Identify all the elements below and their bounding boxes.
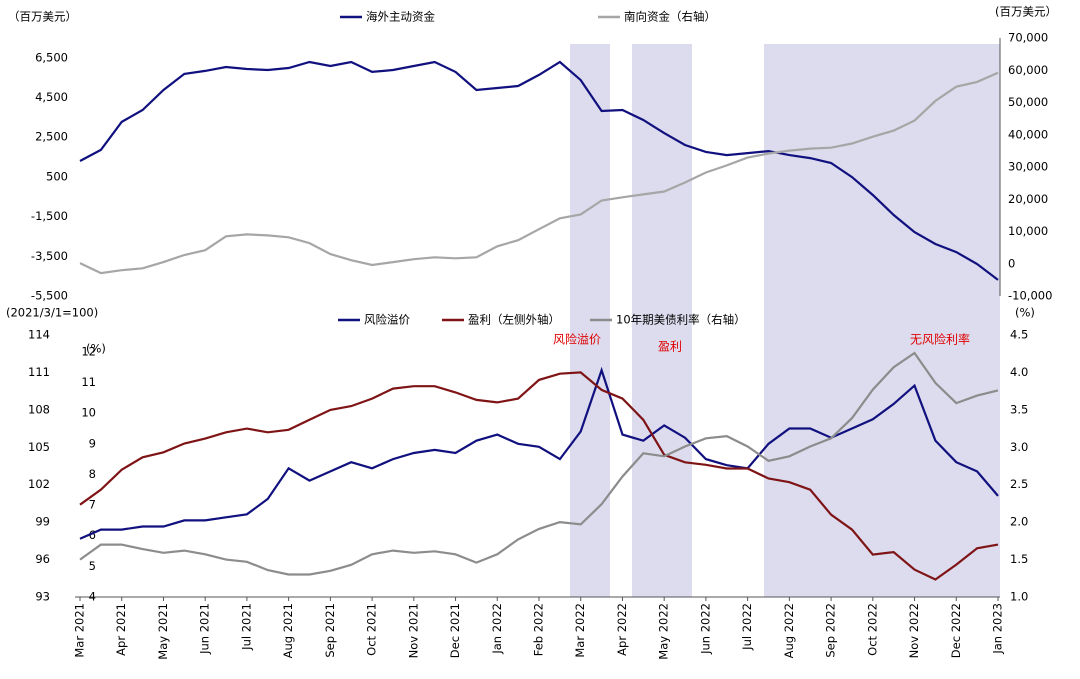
y-tick-label: 12: [81, 344, 96, 358]
y-tick-label: -3,500: [31, 249, 68, 263]
y-tick-label: 4.5: [1010, 328, 1028, 342]
y-tick-label: 70,000: [1008, 31, 1048, 45]
y-tick-label: 10: [81, 406, 96, 420]
y-tick-label: 10,000: [1008, 224, 1048, 238]
x-tick-label: Oct 2021: [365, 603, 379, 656]
y-tick-label: 3.0: [1010, 440, 1028, 454]
y-tick-label: 111: [28, 365, 50, 379]
y-tick-label: 4,500: [35, 90, 68, 104]
y-tick-label: 30,000: [1008, 160, 1048, 174]
x-tick-label: Dec 2022: [949, 603, 963, 658]
y-tick-label: 2.5: [1010, 477, 1028, 491]
y-tick-label: 0: [1008, 256, 1015, 270]
annotation: 风险溢价: [553, 332, 601, 347]
legend-label: 南向资金（右轴）: [624, 10, 716, 24]
shaded-period: [764, 44, 1000, 597]
y-tick-label: 108: [28, 402, 50, 416]
y-tick-label: 6,500: [35, 50, 68, 64]
series-line: [79, 60, 999, 281]
y-tick-label: 1.0: [1010, 590, 1028, 604]
x-tick-label: May 2022: [657, 603, 671, 660]
y-tick-label: 1.5: [1010, 552, 1028, 566]
y-tick-label: -1,500: [31, 209, 68, 223]
x-tick-label: Oct 2022: [865, 603, 879, 656]
annotation: 无风险利率: [910, 332, 970, 347]
x-tick-label: Aug 2022: [782, 603, 796, 658]
y-tick-label: 93: [35, 590, 50, 604]
axis-unit-label: (%): [86, 342, 106, 356]
axis-unit-label: （百万美元）: [8, 10, 77, 24]
y-tick-label: 8: [89, 467, 96, 481]
axis-unit-label: (%): [1015, 306, 1035, 320]
series-line: [79, 366, 999, 540]
x-tick-label: Jun 2021: [198, 603, 212, 655]
x-tick-label: Aug 2021: [281, 603, 295, 658]
y-tick-label: 2,500: [35, 130, 68, 144]
series-line: [79, 351, 999, 576]
legend-label: 10年期美债利率（右轴）: [616, 313, 746, 327]
x-tick-label: Apr 2021: [114, 603, 128, 656]
y-tick-label: 20,000: [1008, 192, 1048, 206]
legend-label: 盈利（左侧外轴）: [468, 313, 560, 327]
y-tick-label: 105: [28, 440, 50, 454]
y-tick-label: 99: [35, 515, 50, 529]
y-tick-label: -10,000: [1008, 289, 1052, 303]
x-tick-label: Nov 2022: [907, 603, 921, 658]
y-tick-label: 4: [89, 590, 96, 604]
y-tick-label: 3.5: [1010, 402, 1028, 416]
series-line: [79, 371, 999, 581]
x-tick-label: Jan 2022: [490, 603, 504, 655]
shaded-period: [632, 44, 692, 597]
x-tick-label: Apr 2022: [615, 603, 629, 656]
series-line: [79, 71, 999, 275]
y-tick-label: 5: [89, 559, 96, 573]
annotation: 盈利: [658, 340, 682, 354]
y-tick-label: 6: [89, 528, 96, 542]
y-tick-label: 50,000: [1008, 95, 1048, 109]
x-tick-label: Mar 2022: [573, 603, 587, 658]
y-tick-label: 40,000: [1008, 127, 1048, 141]
x-tick-label: Jul 2022: [740, 603, 754, 651]
y-tick-label: 11: [81, 375, 96, 389]
y-tick-label: 102: [28, 477, 50, 491]
axis-unit-label: (2021/3/1=100): [6, 306, 98, 320]
y-tick-label: 114: [28, 328, 50, 342]
y-tick-label: 7: [89, 498, 96, 512]
x-tick-label: Sep 2022: [824, 603, 838, 658]
x-tick-label: Sep 2021: [323, 603, 337, 658]
y-tick-label: 500: [46, 169, 68, 183]
legend-label: 海外主动资金: [366, 10, 435, 24]
x-tick-label: Jan 2023: [991, 603, 1005, 655]
y-tick-label: -5,500: [31, 289, 68, 303]
y-tick-label: 2.0: [1010, 515, 1028, 529]
x-tick-label: Nov 2021: [406, 603, 420, 658]
y-tick-label: 96: [35, 552, 50, 566]
y-tick-label: 60,000: [1008, 63, 1048, 77]
axis-unit-label: (百万美元）: [995, 5, 1057, 19]
x-tick-label: May 2021: [156, 603, 170, 660]
y-tick-label: 9: [89, 436, 96, 450]
y-tick-label: 4.0: [1010, 365, 1028, 379]
x-tick-label: Feb 2022: [532, 603, 546, 656]
x-tick-label: Mar 2021: [73, 603, 87, 658]
x-tick-label: Jun 2022: [698, 603, 712, 655]
x-tick-label: Jul 2021: [239, 603, 253, 651]
legend-label: 风险溢价: [364, 313, 410, 327]
x-tick-label: Dec 2021: [448, 603, 462, 658]
